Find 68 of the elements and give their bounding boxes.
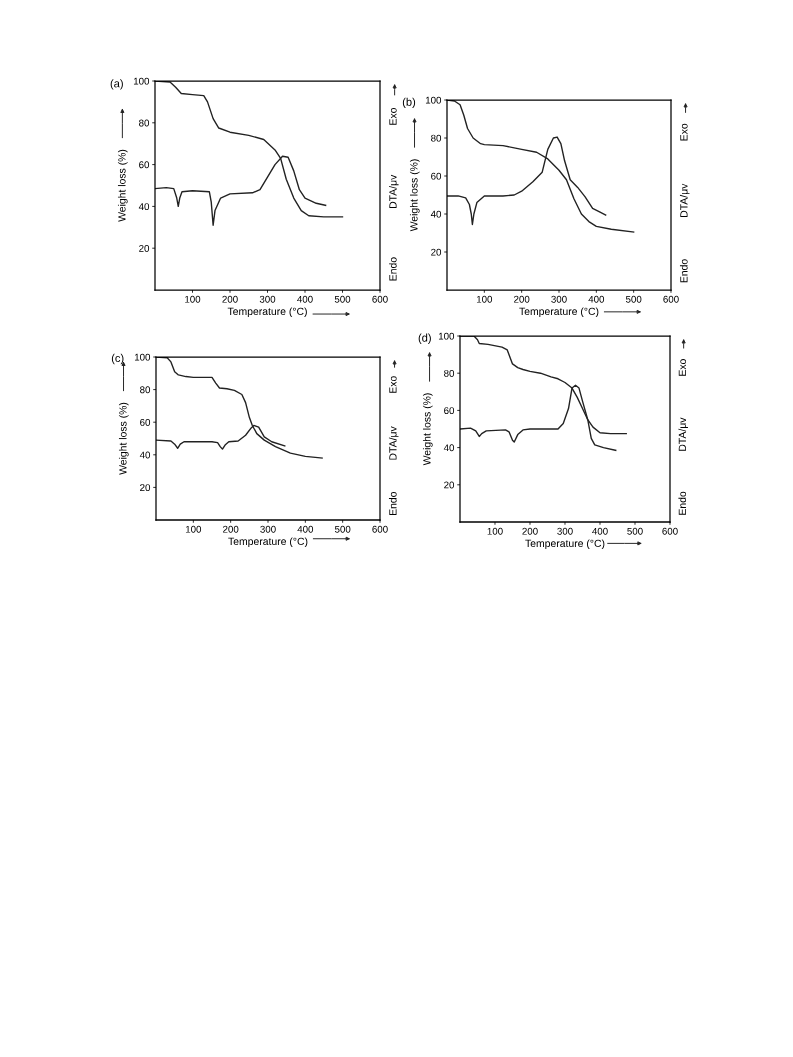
chart-title: (c) — [111, 353, 124, 365]
x-tick-label: 300 — [551, 295, 567, 303]
y-tick-label: 100 — [134, 353, 151, 361]
y-tick-label: 100 — [438, 332, 455, 340]
x-tick-label: 600 — [663, 295, 679, 303]
x-tick-label: 300 — [259, 295, 276, 303]
text: DTA/μv — [679, 183, 690, 217]
x-tick-label: 300 — [557, 527, 573, 535]
x-tick-label: 100 — [185, 295, 201, 303]
y-tick-label: 40 — [430, 210, 442, 218]
y-tick-label: 40 — [138, 203, 150, 211]
chart-title: (b) — [402, 97, 416, 108]
y-tick-label: 80 — [431, 134, 442, 142]
y-tick-label: 60 — [431, 172, 442, 180]
x-tick-label: 400 — [297, 295, 313, 303]
x-axis-title: Temperature (°C) — [525, 539, 605, 550]
y-tick-label: 80 — [140, 386, 151, 394]
text: Endo — [679, 259, 688, 283]
y-tick-label: 80 — [139, 119, 150, 127]
y-axis-title: Weight loss (%) — [118, 402, 129, 475]
y-tick-label: 60 — [444, 407, 455, 415]
text: Endo — [678, 491, 687, 515]
text: DTA/μv — [388, 426, 399, 460]
y-tick-label: 20 — [140, 484, 151, 492]
x-tick-label: 500 — [625, 295, 642, 303]
y-tick-label: 100 — [425, 96, 442, 104]
x-tick-label: 400 — [592, 527, 608, 535]
y-tick-label: 80 — [444, 369, 455, 377]
x-axis-title: Temperature (°C) — [228, 537, 308, 548]
x-tick-label: 100 — [476, 295, 493, 303]
x-tick-label: 300 — [260, 525, 276, 533]
x-tick-label: 500 — [334, 295, 351, 303]
chart-title: (d) — [418, 333, 431, 344]
x-tick-label: 500 — [334, 525, 351, 533]
y-axis-title: Weight loss (%) — [117, 149, 128, 222]
x-axis-title: Temperature (°C) — [519, 307, 599, 318]
text: DTA/μv — [389, 174, 399, 208]
y-tick-label: 100 — [133, 77, 150, 85]
text: Exo — [678, 359, 687, 376]
y-axis-title: Weight loss (%) — [422, 393, 433, 466]
x-tick-label: 200 — [223, 525, 239, 533]
x-tick-label: 100 — [487, 527, 503, 535]
text: Exo — [389, 107, 397, 125]
x-tick-label: 100 — [185, 525, 202, 533]
x-tick-label: 200 — [222, 295, 238, 303]
y-tick-label: 20 — [444, 481, 455, 489]
x-tick-label: 600 — [372, 295, 388, 303]
y-axis-title: Weight loss (%) — [409, 159, 420, 232]
y-tick-label: 40 — [443, 444, 455, 452]
x-tick-label: 500 — [627, 527, 643, 535]
text: Endo — [389, 257, 397, 281]
text: DTA/μv — [678, 417, 688, 451]
y-tick-label: 20 — [139, 244, 150, 252]
x-tick-label: 400 — [588, 295, 605, 303]
x-tick-label: 200 — [522, 527, 538, 535]
x-tick-label: 200 — [514, 295, 530, 303]
y-tick-label: 20 — [431, 248, 442, 256]
x-tick-label: 600 — [372, 525, 388, 533]
text: Exo — [389, 376, 397, 393]
text: Endo — [388, 491, 397, 516]
chart-title: (a) — [110, 79, 123, 90]
x-tick-label: 400 — [297, 525, 314, 533]
y-tick-label: 40 — [139, 451, 151, 459]
y-tick-label: 60 — [140, 418, 151, 426]
y-tick-label: 60 — [139, 161, 150, 169]
x-axis-title: Temperature (°C) — [227, 307, 307, 318]
text: Exo — [680, 123, 688, 141]
x-tick-label: 600 — [662, 527, 678, 535]
